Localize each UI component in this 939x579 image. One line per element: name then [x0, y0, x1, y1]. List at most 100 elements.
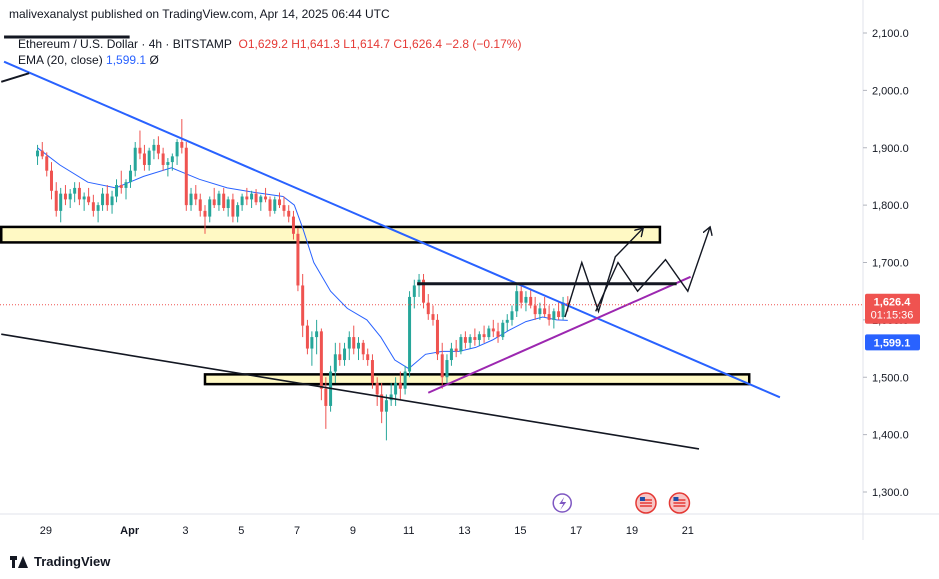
- candle: [138, 130, 142, 160]
- candle-body: [282, 205, 286, 211]
- candle: [543, 296, 547, 318]
- candle-body: [138, 147, 142, 154]
- candle: [128, 164, 132, 188]
- candle: [380, 382, 384, 424]
- candle-body: [147, 150, 151, 165]
- candle: [435, 314, 439, 361]
- candle: [73, 182, 77, 203]
- ema-value: 1,599.1: [106, 53, 147, 67]
- candle: [82, 192, 86, 211]
- candle: [184, 142, 188, 211]
- x-tick-label: 13: [458, 525, 470, 537]
- candle: [231, 193, 235, 223]
- candle-body: [236, 205, 240, 217]
- candle: [431, 305, 435, 326]
- candle-body: [142, 153, 146, 165]
- candle-body: [217, 193, 221, 206]
- candle-body: [343, 348, 347, 361]
- candle-body: [501, 322, 505, 338]
- candle-body: [49, 170, 53, 191]
- candle: [315, 319, 319, 355]
- candle-body: [152, 144, 156, 151]
- candle-body: [454, 348, 458, 352]
- candle: [40, 142, 44, 160]
- lightning-shape: [559, 497, 567, 510]
- candle-body: [315, 331, 319, 338]
- tradingview-logo-icon: [10, 555, 28, 568]
- candle-body: [426, 302, 430, 315]
- candle-body: [524, 296, 528, 303]
- candle: [268, 196, 272, 217]
- candle-body: [449, 348, 453, 361]
- candle: [68, 189, 72, 208]
- candle-body: [333, 354, 337, 372]
- candle-body: [491, 328, 495, 332]
- candle: [226, 196, 230, 217]
- candle-body: [538, 308, 542, 315]
- candle-body: [264, 196, 268, 200]
- candle: [557, 302, 561, 320]
- rising-support-line: [427, 275, 692, 394]
- y-tick-label: 1,400.0: [872, 430, 909, 442]
- candle: [343, 342, 347, 366]
- ema-label[interactable]: EMA (20, close): [18, 53, 103, 67]
- candle-body: [408, 296, 412, 372]
- candle: [473, 328, 477, 346]
- candle: [561, 296, 565, 320]
- candle: [463, 331, 467, 349]
- candle-body: [212, 199, 216, 206]
- candle: [454, 339, 458, 358]
- low-value: L1,614.7: [343, 37, 390, 51]
- x-tick-label: 5: [238, 525, 244, 537]
- candle: [250, 190, 254, 208]
- symbol-label[interactable]: Ethereum / U.S. Dollar · 4h · BITSTAMP: [18, 37, 232, 51]
- footer-brand[interactable]: TradingView: [10, 554, 110, 569]
- publisher-line: malivexanalyst published on TradingView.…: [9, 7, 390, 21]
- candle: [124, 179, 128, 200]
- candle-body: [291, 216, 295, 234]
- candle: [161, 147, 165, 171]
- y-tick-label: 1,900.0: [872, 143, 909, 155]
- candle-body: [543, 308, 547, 315]
- candle: [245, 187, 249, 206]
- candle-body: [487, 328, 491, 338]
- candle: [217, 190, 221, 211]
- candle-body: [305, 325, 309, 349]
- candle: [236, 202, 240, 223]
- close-value: C1,626.4: [393, 37, 443, 51]
- candle: [505, 314, 509, 332]
- candle-body: [254, 193, 258, 203]
- candle-body: [366, 354, 370, 361]
- x-axis: 29 Apr 3 5 7 9 11 13 15 17 19 21: [0, 513, 939, 537]
- candle-body: [36, 150, 40, 157]
- ema-tag-label: 1,599.1: [874, 337, 911, 349]
- candle-body: [561, 302, 565, 318]
- candle: [356, 337, 360, 361]
- candle: [175, 139, 179, 165]
- candle: [384, 394, 388, 441]
- candle: [445, 354, 449, 383]
- candle: [426, 294, 430, 320]
- candle-body: [128, 170, 132, 183]
- y-tick-label: 1,300.0: [872, 487, 909, 499]
- candle: [87, 187, 91, 206]
- y-tick-label: 1,700.0: [872, 258, 909, 270]
- candle-body: [552, 311, 556, 320]
- candle: [291, 210, 295, 240]
- horizontal-zones: [0, 225, 751, 386]
- candle: [449, 342, 453, 366]
- candle: [194, 185, 198, 206]
- x-tick-label: 9: [350, 525, 356, 537]
- candle: [278, 192, 282, 208]
- candle: [491, 319, 495, 338]
- candle: [375, 377, 379, 406]
- candle: [203, 205, 207, 234]
- candle: [482, 325, 486, 343]
- candle-body: [59, 193, 63, 211]
- x-tick-label: Apr: [120, 525, 140, 537]
- candle-body: [510, 311, 514, 320]
- upper-left-tick: [0, 72, 30, 83]
- candle: [301, 273, 305, 338]
- candle-body: [180, 142, 184, 148]
